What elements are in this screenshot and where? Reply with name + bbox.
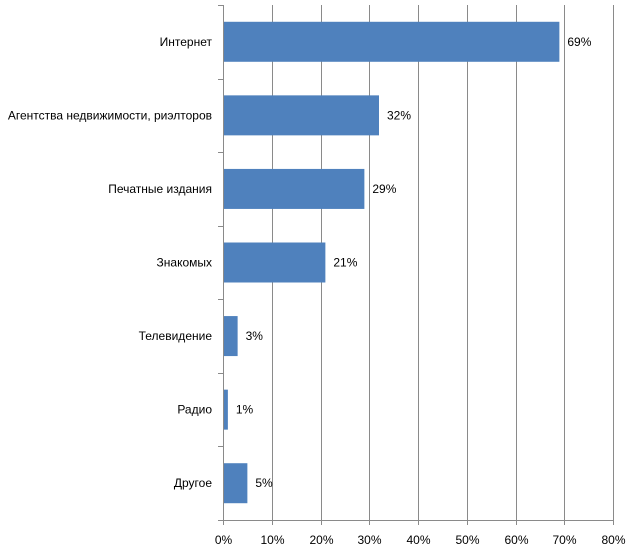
category-label: Другое [174,476,212,490]
x-tick-label: 50% [455,533,479,547]
value-label: 69% [567,35,591,49]
x-tick-label: 10% [260,533,284,547]
x-tick-label: 40% [406,533,430,547]
bar [224,21,560,62]
vertical-gridlines [272,5,614,520]
x-tick-label: 80% [601,533,625,547]
bar [224,389,228,430]
bar [224,95,379,136]
x-tick-label: 60% [504,533,528,547]
category-label: Интернет [160,35,213,49]
value-label: 29% [372,182,396,196]
bars [224,21,560,504]
x-tick-labels: 0% 10% 20% 30% 40% 50% 60% 70% 80% [215,533,626,547]
category-labels: Интернет Агентства недвижимости, риэлторо… [8,35,213,490]
category-label: Печатные издания [108,182,212,196]
value-label: 3% [246,329,264,343]
x-tick-label: 20% [309,533,333,547]
category-label: Знакомых [157,256,212,270]
bar [224,463,248,504]
value-label: 5% [255,476,273,490]
bar [224,316,238,357]
x-tick-label: 30% [357,533,381,547]
category-label: Радио [177,403,212,417]
category-label: Телевидение [139,329,213,343]
x-tick-label: 0% [215,533,233,547]
category-label: Агентства недвижимости, риэлторов [8,108,212,122]
x-tick-label: 70% [552,533,576,547]
bar [224,242,326,283]
value-label: 32% [387,108,411,122]
bar [224,168,365,209]
value-label: 1% [236,403,254,417]
axes [218,5,614,525]
value-labels: 69% 32% 29% 21% 3% 1% 5% [236,35,592,490]
value-label: 21% [333,256,357,270]
